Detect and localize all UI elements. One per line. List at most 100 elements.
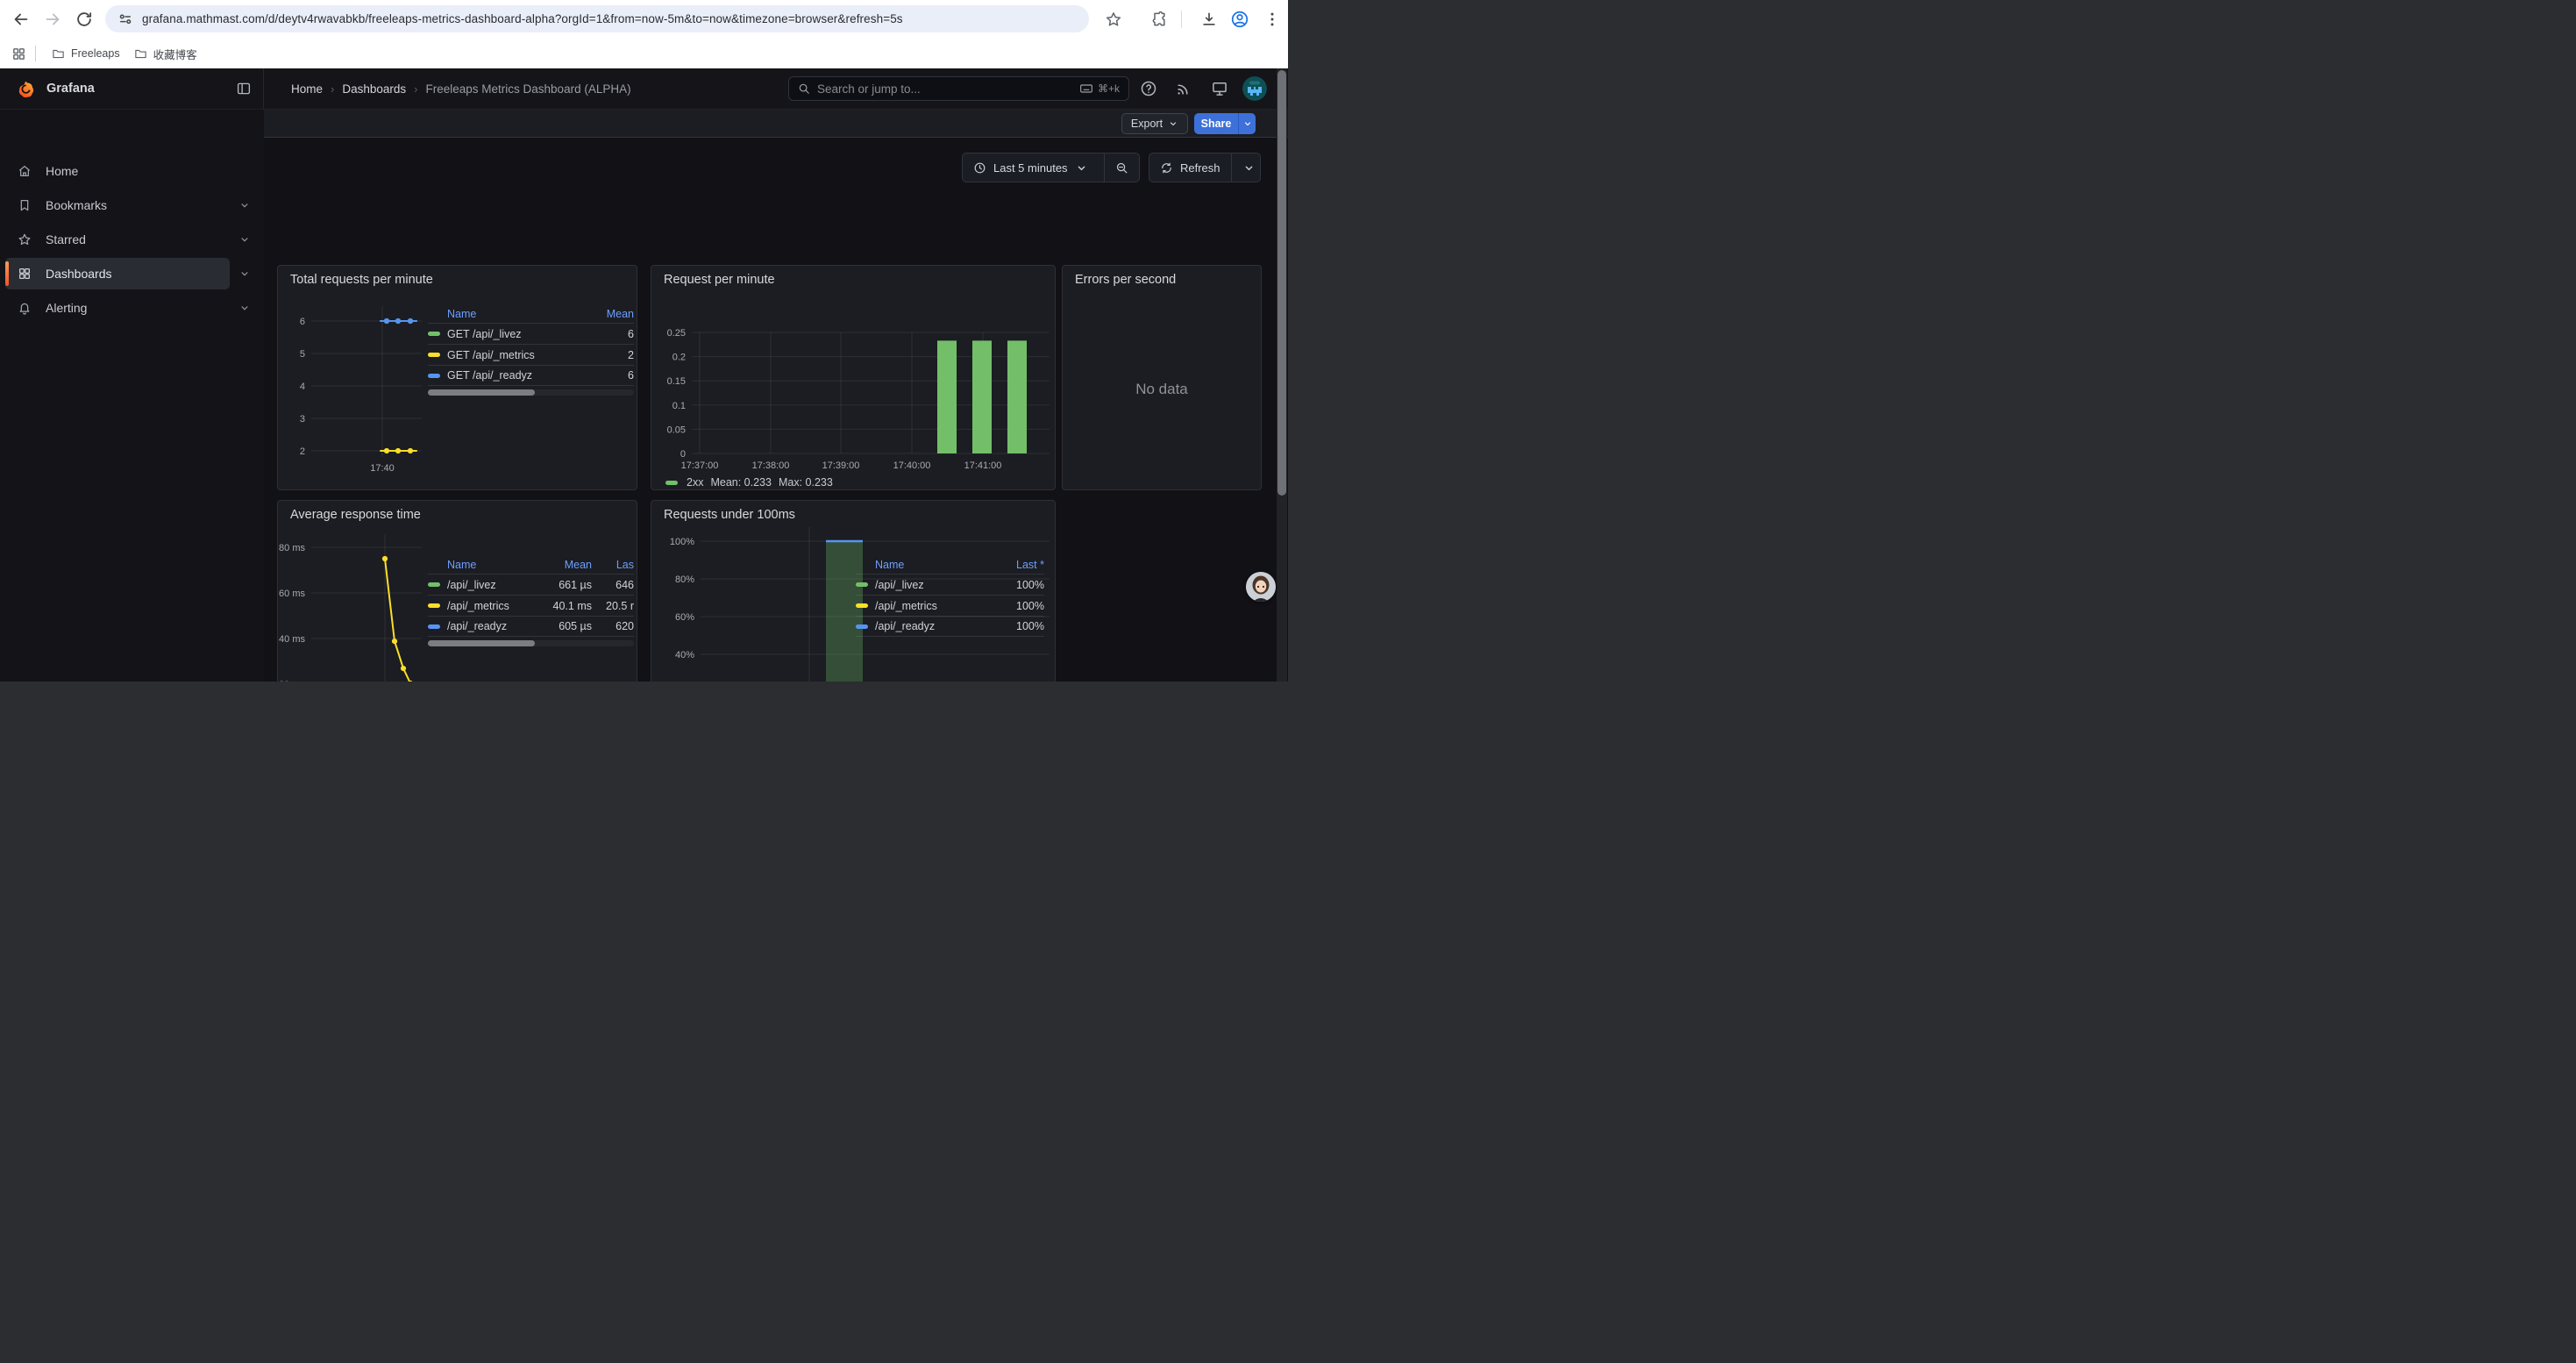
sidebar-item-dashboards[interactable]: Dashboards [5,258,230,289]
site-info-icon[interactable] [117,11,133,27]
legend-header: NameMean [428,304,634,323]
sidebar-item-label: Starred [46,232,86,246]
breadcrumb-dashboards[interactable]: Dashboards [342,82,406,96]
panel-title[interactable]: Errors per second [1075,273,1176,287]
search-placeholder: Search or jump to... [817,82,1072,96]
legend-inline[interactable]: 2xx Mean: 0.233 Max: 0.233 [665,476,833,489]
search-input[interactable]: Search or jump to... ⌘+k [788,76,1129,101]
address-bar[interactable]: grafana.mathmast.com/d/deytv4rwavabkb/fr… [105,5,1089,32]
download-icon[interactable] [1200,11,1218,28]
refresh-interval-dropdown[interactable] [1231,153,1266,182]
legend-scrollbar-thumb[interactable] [428,389,535,396]
panel-title[interactable]: Total requests per minute [290,273,433,287]
legend-header: NameMeanLas [428,555,634,574]
sidebar-nav: Home Bookmarks Starred Dashboards Alerti… [0,110,264,682]
legend-row[interactable]: GET /api/_metrics2 [428,344,634,365]
user-avatar[interactable] [1242,76,1267,101]
grafana-logo[interactable] [17,80,35,98]
legend-header: NameLast * [856,555,1044,574]
bookmark-folder-freeleaps[interactable]: Freeleaps [45,44,127,64]
extensions-icon[interactable] [1150,11,1168,28]
legend-row[interactable]: /api/_metrics40.1 ms20.5 r [428,595,634,616]
series-swatch [428,582,440,587]
legend-row[interactable]: /api/_metrics100% [856,595,1044,616]
floating-assistant-avatar[interactable] [1246,572,1276,602]
legend-row[interactable]: GET /api/_readyz6 [428,365,634,386]
sidebar-item-bookmarks[interactable]: Bookmarks [5,189,230,221]
panel-errors-per-second[interactable]: Errors per second No data [1062,265,1262,490]
legend-row[interactable]: /api/_livez100% [856,574,1044,595]
series-swatch [856,624,868,629]
legend-row[interactable]: /api/_readyz100% [856,616,1044,637]
panel-requests-under-100ms[interactable]: Requests under 100ms 100%80%60%40%20%0%1… [651,500,1056,682]
legend-scrollbar-thumb[interactable] [428,640,535,646]
series-swatch [428,374,440,378]
reload-icon[interactable] [75,10,94,29]
legend-row[interactable]: /api/_readyz605 µs620 [428,616,634,637]
request-per-minute-chart[interactable]: 0.250.20.150.10.05017:37:0017:38:0017:39… [651,266,1057,491]
breadcrumb-current: Freeleaps Metrics Dashboard (ALPHA) [426,82,631,96]
panel-title[interactable]: Average response time [290,508,421,522]
chevron-down-icon[interactable] [238,199,251,211]
chevron-down-icon[interactable] [238,233,251,246]
panel-avg-response-time[interactable]: Average response time 80 ms60 ms40 ms20 … [277,500,637,682]
legend-scrollbar[interactable] [428,640,634,646]
profile-icon[interactable] [1230,10,1249,29]
legend-row[interactable]: /api/_livez661 µs646 [428,574,634,595]
grafana-header: Grafana Home › Dashboards › Freeleaps Me… [0,68,1288,110]
time-controls: Last 5 minutes Refresh [264,153,1288,182]
refresh-icon [1160,161,1173,175]
series-mean: Mean: 0.233 [710,476,772,489]
breadcrumb-home[interactable]: Home [291,82,323,96]
legend-scrollbar[interactable] [428,389,634,396]
chevron-down-icon[interactable] [238,268,251,280]
bookmark-star-icon[interactable] [1105,11,1122,28]
apps-grid-icon[interactable] [11,46,26,61]
help-icon[interactable] [1140,80,1157,97]
monitor-icon[interactable] [1211,80,1228,97]
svg-text:80 ms: 80 ms [279,543,305,553]
legend-table: NameMeanGET /api/_livez6GET /api/_metric… [428,304,634,396]
sidebar-item-home[interactable]: Home [5,155,230,187]
grafana-app: Grafana Home › Dashboards › Freeleaps Me… [0,68,1288,682]
legend-row[interactable]: GET /api/_livez6 [428,323,634,344]
panel-title[interactable]: Requests under 100ms [664,508,795,522]
news-rss-icon[interactable] [1175,80,1192,97]
browser-menu-icon[interactable] [1263,11,1281,28]
svg-text:0.2: 0.2 [672,353,686,363]
sidebar-item-alerting[interactable]: Alerting [5,292,230,324]
time-range-picker[interactable]: Last 5 minutes [963,153,1104,182]
svg-text:0.05: 0.05 [667,425,686,435]
dashboard-toolbar: Export Share [264,110,1288,138]
series-max: Max: 0.233 [779,476,833,489]
zoom-out-icon [1115,161,1128,175]
export-button[interactable]: Export [1121,113,1188,134]
grafana-brand: Grafana [46,82,95,96]
forward-icon[interactable] [43,10,62,29]
chevron-down-icon[interactable] [238,302,251,314]
dock-menu-icon[interactable] [236,81,252,96]
zoom-out-button[interactable] [1104,153,1139,182]
share-button[interactable]: Share [1194,113,1256,134]
sidebar-item-starred[interactable]: Starred [5,224,230,255]
page-scrollbar-thumb[interactable] [1277,70,1286,496]
svg-text:0.25: 0.25 [667,328,686,339]
panel-request-per-minute[interactable]: Request per minute 0.250.20.150.10.05017… [651,265,1056,490]
panel-title[interactable]: Request per minute [664,273,775,287]
bookmarks-divider [35,46,36,61]
back-icon[interactable] [11,10,31,29]
svg-text:4: 4 [300,382,305,392]
legend-table: NameMeanLas/api/_livez661 µs646/api/_met… [428,555,634,646]
refresh-button[interactable]: Refresh [1149,153,1231,182]
svg-text:100%: 100% [670,537,694,547]
refresh-label: Refresh [1180,161,1220,175]
chevron-down-icon [1242,161,1256,175]
svg-text:17:41:00: 17:41:00 [964,460,1002,471]
url-text[interactable]: grafana.mathmast.com/d/deytv4rwavabkb/fr… [142,12,903,25]
bookmark-folder-blogs[interactable]: 收藏博客 [127,42,204,66]
share-menu-chevron[interactable] [1238,113,1256,134]
sidebar-item-label: Dashboards [46,267,112,281]
dashboards-grid-icon [18,267,32,281]
svg-text:60 ms: 60 ms [279,589,305,599]
panel-total-requests[interactable]: Total requests per minute 6543217:40 Nam… [277,265,637,490]
